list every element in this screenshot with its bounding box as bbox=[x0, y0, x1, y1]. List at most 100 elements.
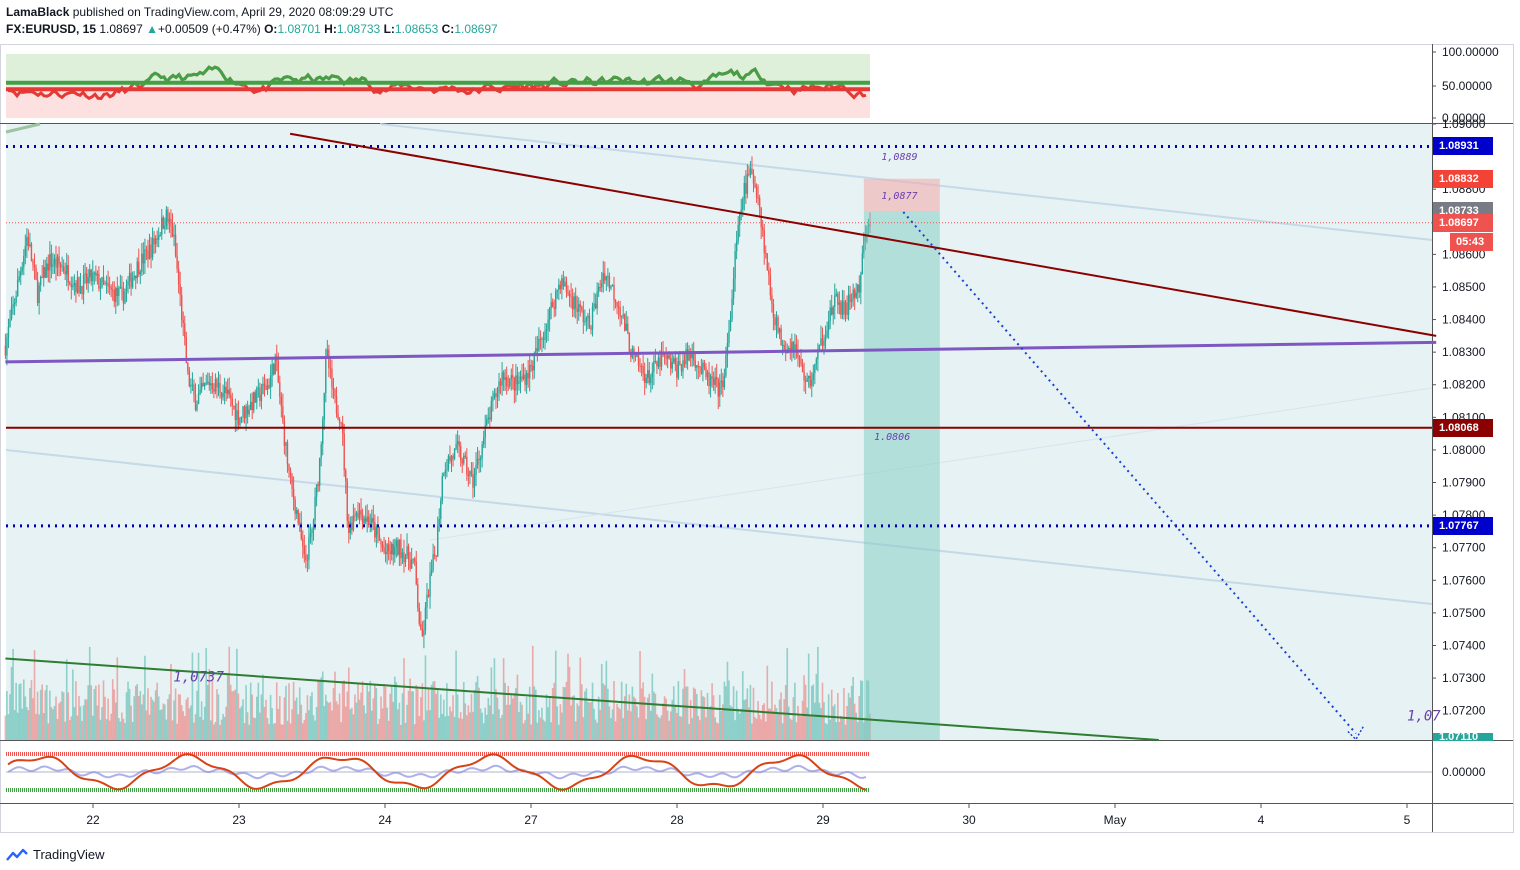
volume-bar bbox=[300, 704, 303, 740]
candle-body bbox=[852, 289, 854, 300]
candle-body bbox=[837, 293, 839, 305]
volume-bar bbox=[390, 686, 393, 740]
candle-body bbox=[207, 381, 209, 383]
volume-bar bbox=[56, 718, 59, 740]
symbol-label[interactable]: FX:EURUSD, 15 bbox=[6, 22, 97, 36]
author-name[interactable]: LamaBlack bbox=[6, 5, 70, 19]
candle-body bbox=[581, 306, 583, 310]
volume-bar bbox=[295, 697, 298, 740]
candle-body bbox=[69, 282, 71, 285]
time-axis[interactable]: 22 23 24 27 28 29 30 May 4 5 bbox=[86, 803, 1411, 827]
candle-body bbox=[705, 366, 707, 377]
volume-bar bbox=[680, 716, 683, 740]
candle-body bbox=[49, 254, 51, 271]
candle-body bbox=[135, 275, 137, 279]
candle-body bbox=[112, 289, 114, 291]
candle-body bbox=[7, 326, 10, 338]
candle-body bbox=[331, 368, 333, 388]
volume-bar bbox=[607, 688, 609, 740]
tradingview-logo[interactable]: TradingView bbox=[6, 847, 105, 862]
candle-body bbox=[545, 329, 548, 332]
volume-bar bbox=[585, 688, 588, 740]
x-tick-label: 30 bbox=[962, 813, 976, 827]
volume-bar bbox=[213, 724, 215, 740]
candle-body bbox=[616, 302, 618, 307]
volume-bar bbox=[821, 682, 824, 740]
candle-body bbox=[846, 302, 848, 315]
volume-bar bbox=[263, 706, 266, 740]
volume-bar bbox=[217, 694, 220, 740]
candle-body bbox=[53, 258, 56, 265]
open-value: 1.08701 bbox=[277, 22, 321, 36]
volume-bar bbox=[758, 714, 761, 740]
volume-bar bbox=[541, 707, 543, 740]
volume-bar bbox=[548, 697, 551, 740]
volume-bar bbox=[73, 707, 76, 740]
volume-bar bbox=[769, 708, 772, 740]
candle-body bbox=[400, 539, 402, 559]
volume-bar bbox=[732, 686, 735, 740]
candle-body bbox=[765, 252, 767, 254]
volume-bar bbox=[269, 694, 272, 740]
trendline-purple-midline bbox=[5, 340, 1437, 364]
volume-bar bbox=[355, 702, 358, 740]
candle-body bbox=[131, 277, 134, 288]
candle-body bbox=[823, 340, 825, 346]
candle-body bbox=[849, 294, 851, 302]
stoch-main-line bbox=[7, 752, 867, 791]
volume-bar bbox=[36, 691, 39, 740]
volume-bar bbox=[593, 708, 595, 740]
candle-body bbox=[263, 383, 266, 386]
candle-body bbox=[127, 281, 129, 286]
candle-body bbox=[254, 392, 256, 403]
drawing-lines[interactable] bbox=[5, 132, 1437, 741]
candle-body bbox=[633, 348, 635, 353]
volume-bar bbox=[715, 722, 718, 740]
volume-bar bbox=[752, 687, 755, 740]
volume-bar bbox=[804, 684, 807, 740]
volume-bar bbox=[669, 711, 672, 740]
volume-bar bbox=[387, 720, 390, 740]
candle-body bbox=[505, 377, 508, 386]
volume-bar bbox=[242, 699, 244, 740]
volume-bar bbox=[584, 691, 586, 740]
candle-body bbox=[33, 264, 36, 269]
candle-body bbox=[820, 338, 822, 345]
candle-body bbox=[446, 469, 448, 471]
volume-bar bbox=[651, 673, 654, 740]
volume-bar bbox=[76, 715, 79, 740]
y-tick-label: 1.07500 bbox=[1442, 606, 1486, 620]
candle-body bbox=[800, 359, 802, 365]
candle-body bbox=[211, 383, 214, 390]
candle-body bbox=[230, 395, 232, 399]
volume-bar bbox=[781, 723, 784, 740]
candle-body bbox=[101, 276, 103, 288]
volume-bar bbox=[768, 708, 770, 740]
volume-bar bbox=[225, 706, 227, 740]
volume-bar bbox=[426, 710, 428, 740]
volume-bar bbox=[518, 711, 520, 740]
volume-bar bbox=[29, 688, 31, 740]
candle-body bbox=[314, 496, 316, 521]
volume-bar bbox=[249, 682, 252, 740]
volume-bar bbox=[663, 696, 666, 740]
volume-bar bbox=[695, 693, 698, 740]
candle-body bbox=[613, 284, 615, 300]
candle-body bbox=[343, 433, 345, 471]
candle-body bbox=[90, 269, 92, 282]
candle-body bbox=[337, 413, 339, 420]
candle-body bbox=[130, 272, 132, 288]
volume-bar bbox=[749, 684, 752, 740]
candle-body bbox=[108, 286, 111, 288]
volume-bar bbox=[133, 696, 135, 740]
candle-body bbox=[643, 373, 646, 383]
change-value: +0.00509 (+0.47%) bbox=[158, 22, 261, 36]
volume-bar bbox=[386, 707, 388, 740]
volume-bar bbox=[430, 684, 433, 740]
candle-body bbox=[180, 295, 183, 321]
volume-bar bbox=[844, 724, 847, 740]
candle-body bbox=[735, 240, 738, 252]
volume-bar bbox=[832, 706, 835, 740]
volume-bar bbox=[303, 719, 306, 740]
